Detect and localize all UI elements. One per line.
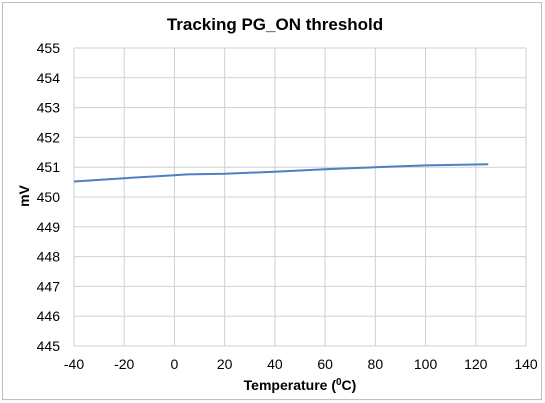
y-axis-label: mV xyxy=(16,184,32,206)
grid xyxy=(73,47,527,347)
chart-title: Tracking PG_ON threshold xyxy=(167,15,383,34)
y-tick-label: 448 xyxy=(37,249,61,265)
x-tick-label: 40 xyxy=(267,356,283,372)
series-line xyxy=(73,163,489,183)
x-axis-label-superscript: 0 xyxy=(336,377,342,388)
chart-frame xyxy=(2,2,542,400)
x-tick-label: -20 xyxy=(114,356,134,372)
y-tick-label: 451 xyxy=(37,159,61,175)
x-tick-label: 80 xyxy=(368,356,384,372)
x-axis-label: Temperature (0C) xyxy=(244,377,357,393)
x-tick-label: 120 xyxy=(464,356,488,372)
tick-labels: 445 446 447 448 449 450 451 452 453 454 455 -40 -20 0… xyxy=(37,40,538,372)
x-tick-label: 0 xyxy=(171,356,179,372)
x-tick-label: 60 xyxy=(317,356,333,372)
x-tick-label: -40 xyxy=(64,356,84,372)
x-tick-label: 100 xyxy=(414,356,438,372)
y-tick-label: 453 xyxy=(37,100,61,116)
x-axis-label-tail: C) xyxy=(342,377,357,393)
y-tick-label: 455 xyxy=(37,40,61,56)
x-tick-label: 20 xyxy=(217,356,233,372)
x-axis-label-main: Temperature ( xyxy=(244,377,337,393)
y-tick-label: 452 xyxy=(37,129,61,145)
y-tick-label: 454 xyxy=(37,70,61,86)
y-tick-label: 449 xyxy=(37,219,61,235)
y-tick-label: 450 xyxy=(37,189,61,205)
y-tick-label: 447 xyxy=(37,278,61,294)
x-tick-label: 140 xyxy=(514,356,538,372)
series-layer xyxy=(73,163,489,183)
y-tick-label: 446 xyxy=(37,308,61,324)
y-tick-label: 445 xyxy=(37,338,61,354)
